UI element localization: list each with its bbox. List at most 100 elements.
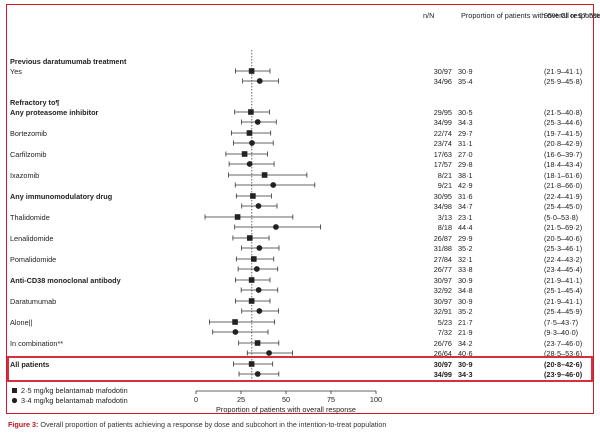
figure-caption: Figure 3: Overall proportion of patients…: [8, 420, 593, 429]
point-circle-marker: [255, 203, 262, 209]
legend-circle-marker: [11, 397, 18, 404]
point-circle-marker: [256, 308, 263, 314]
point-square-marker: [247, 235, 253, 241]
n-n-value: 34/96: [434, 77, 452, 86]
ci-value: (21·9–41·1): [544, 297, 582, 306]
point-square-marker: [241, 151, 248, 157]
point-circle-marker: [256, 78, 263, 84]
proportion-value: 21·9: [458, 328, 473, 337]
n-n-value: 5/23: [438, 318, 452, 327]
proportion-value: 38·1: [458, 171, 473, 180]
ci-value: (25·9–45·8): [544, 77, 582, 86]
point-circle-marker: [266, 350, 272, 356]
point-square-marker: [248, 68, 255, 74]
proportion-value: 30·9: [458, 297, 473, 306]
proportion-value: 29·7: [458, 129, 473, 138]
row-group-header: Previous daratumumab treatment: [10, 57, 127, 66]
ci-value: (28·5–53·6): [544, 349, 582, 358]
proportion-value: 40·6: [458, 349, 473, 358]
row-label: Ixazomib: [10, 171, 39, 180]
n-n-value: 30/95: [434, 192, 452, 201]
ci-value: (5·0–53·8): [544, 213, 578, 222]
point-square-marker: [234, 214, 241, 220]
proportion-value: 33·8: [458, 265, 473, 274]
n-n-value: 27/84: [434, 255, 452, 264]
proportion-value: 42·9: [458, 181, 473, 190]
point-square-marker: [254, 340, 261, 346]
header-proportion: Proportion of patients with overall resp…: [461, 11, 600, 20]
proportion-value: 30·5: [458, 108, 473, 117]
ci-value: (22·4–43·2): [544, 255, 582, 264]
n-n-value: 17/63: [434, 150, 452, 159]
row-label: Yes: [10, 67, 22, 76]
legend-label: 3·4 mg/kg belantamab mafodotin: [21, 396, 128, 405]
n-n-value: 32/92: [434, 286, 452, 295]
x-tick-label: 100: [370, 395, 382, 404]
n-n-value: 17/57: [434, 160, 452, 169]
n-n-value: 34/98: [434, 202, 452, 211]
point-square-marker: [250, 193, 256, 199]
row-label: Daratumumab: [10, 297, 56, 306]
n-n-value: 34/99: [434, 118, 452, 127]
n-n-value: 26/87: [434, 234, 452, 243]
ci-value: (21·5–69·2): [544, 223, 582, 232]
figure-frame: [6, 4, 594, 414]
row-label: Thalidomide: [10, 213, 50, 222]
proportion-value: 31·1: [458, 139, 473, 148]
n-n-value: 3/13: [438, 213, 452, 222]
ci-value: (20·8–42·9): [544, 139, 582, 148]
ci-value: (20·8–42·6): [544, 360, 583, 369]
caption-label: Figure 3:: [8, 420, 39, 429]
ci-value: (25·3–44·6): [544, 118, 582, 127]
point-square-marker: [246, 130, 253, 136]
x-tick-label: 25: [237, 395, 245, 404]
proportion-value: 34·8: [458, 286, 473, 295]
ci-value: (21·8–66·0): [544, 181, 582, 190]
n-n-value: 30/97: [434, 297, 452, 306]
ci-value: (16·6–39·7): [544, 150, 582, 159]
n-n-value: 22/74: [434, 129, 452, 138]
point-circle-marker: [273, 224, 279, 230]
ci-value: (25·4–45·0): [544, 202, 582, 211]
proportion-value: 35·2: [458, 307, 473, 316]
row-label: Bortezomib: [10, 129, 47, 138]
x-axis-label: Proportion of patients with overall resp…: [216, 405, 356, 414]
n-n-value: 32/91: [434, 307, 452, 316]
proportion-value: 23·1: [458, 213, 473, 222]
proportion-value: 29·9: [458, 234, 473, 243]
point-square-marker: [232, 319, 238, 325]
proportion-value: 31·6: [458, 192, 473, 201]
row-label: Any proteasome inhibitor: [10, 108, 99, 117]
ci-value: (23·4–45·4): [544, 265, 582, 274]
n-n-value: 26/76: [434, 339, 452, 348]
n-n-value: 31/88: [434, 244, 452, 253]
all-patients-highlight-box: [7, 356, 593, 382]
point-square-marker: [248, 361, 255, 367]
caption-text: Overall proportion of patients achieving…: [40, 420, 387, 429]
proportion-value: 30·9: [458, 276, 473, 285]
x-tick-label: 50: [282, 395, 290, 404]
n-n-value: 26/77: [434, 265, 452, 274]
point-circle-marker: [232, 329, 239, 335]
ci-value: (22·4–41·9): [544, 192, 582, 201]
n-n-value: 23/74: [434, 139, 452, 148]
proportion-value: 21·7: [458, 318, 473, 327]
proportion-value: 34·3: [458, 118, 473, 127]
ci-value: (18·4–43·4): [544, 160, 582, 169]
point-square-marker: [248, 109, 254, 115]
n-n-value: 8/21: [438, 171, 452, 180]
ci-value: (23·9–46·0): [544, 370, 583, 379]
n-n-value: 30/97: [434, 276, 452, 285]
n-n-value: 7/32: [438, 328, 452, 337]
n-n-value: 30/97: [434, 67, 452, 76]
row-group-header: Refractory to¶: [10, 98, 59, 107]
proportion-value: 34·3: [458, 370, 473, 379]
proportion-value: 44·4: [458, 223, 473, 232]
n-n-value: 8/18: [438, 223, 452, 232]
legend-square-marker: [12, 388, 17, 393]
header-ci: 95% CI or 97·5% CI*: [544, 11, 600, 20]
row-label: Anti-CD38 monoclonal antibody: [10, 276, 122, 285]
point-circle-marker: [253, 266, 260, 272]
row-label: Lenalidomide: [10, 234, 53, 243]
row-label: In combination**: [10, 339, 63, 348]
